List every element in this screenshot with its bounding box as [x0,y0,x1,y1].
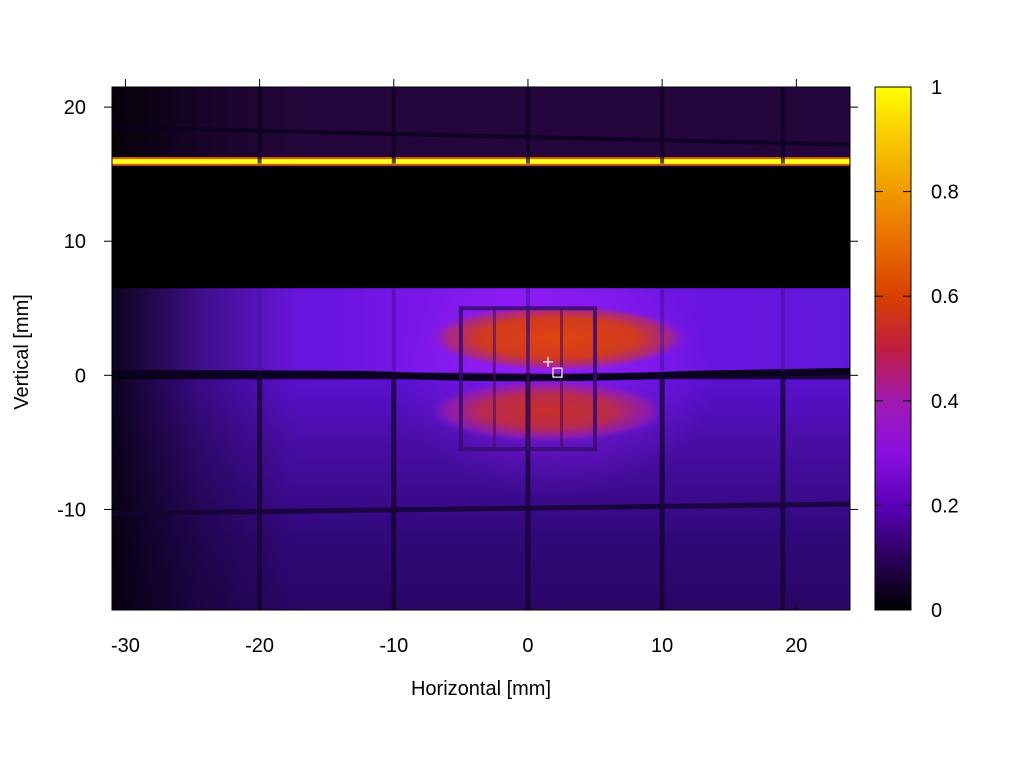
heatmap [112,87,850,610]
y-tick-label: 0 [75,365,86,387]
colorbar-tick-label: 0.4 [931,391,959,413]
colorbar-tick-label: 1 [931,77,942,99]
colorbar-tick-label: 0 [931,600,942,622]
region-bright-line [112,159,850,164]
x-tick-label: -10 [379,635,408,657]
y-axis-title: Vertical [mm] [11,294,33,410]
region-upper-hotspot [427,304,689,372]
grid-shadow-horizontal [112,501,850,516]
region-dark-band [112,167,850,289]
region-lower-hotspot [427,379,669,443]
y-axis-ticks: -10 0 10 20 [57,97,858,521]
y-tick-label: 20 [64,97,86,119]
grid-shadow-horizontal [112,125,850,147]
x-tick-label: -20 [245,635,274,657]
x-tick-label: 10 [651,635,673,657]
x-tick-label: -30 [111,635,140,657]
x-tick-label: 0 [522,635,533,657]
marker-square [552,367,563,378]
x-axis-ticks: -30 -20 -10 0 10 20 [111,79,807,657]
y-tick-label: -10 [57,499,86,521]
colorbar [874,86,912,611]
colorbar-tick-label: 0.2 [931,495,959,517]
plot-frame [111,86,851,611]
x-axis-title: Horizontal [mm] [411,678,551,700]
colorbar-ticks: 0 0.2 0.4 0.6 0.8 1 [875,77,959,622]
colorbar-tick-label: 0.8 [931,182,959,204]
colorbar-tick-label: 0.6 [931,286,959,308]
marker-plus [543,356,554,367]
x-tick-label: 20 [785,635,807,657]
y-tick-label: 10 [64,231,86,253]
